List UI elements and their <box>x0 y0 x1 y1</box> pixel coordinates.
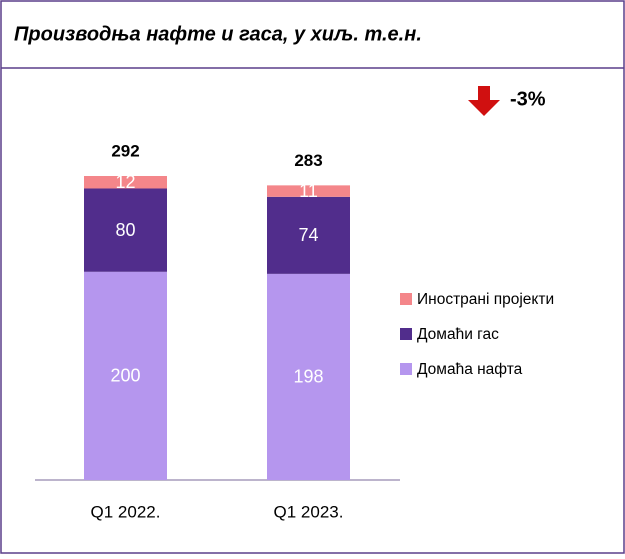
value-label: 200 <box>110 366 140 386</box>
x-tick-label: Q1 2023. <box>274 502 344 521</box>
bar-segment <box>267 273 350 480</box>
annotation: -3% <box>510 88 546 110</box>
legend-label: Домаћи гас <box>417 326 499 343</box>
legend-swatch <box>400 363 412 375</box>
value-label: 11 <box>299 181 318 201</box>
legend-label: Домаћа нафта <box>417 361 523 378</box>
x-tick-label: Q1 2022. <box>91 502 161 521</box>
legend-swatch <box>400 293 412 305</box>
chart-title: Производња нафте и гаса, у хиљ. т.е.н. <box>14 23 422 45</box>
bar-segment <box>84 271 167 480</box>
total-label: 292 <box>111 141 139 160</box>
legend-swatch <box>400 328 412 340</box>
bar-segment <box>84 176 167 189</box>
bar-segment <box>267 185 350 197</box>
value-label: 198 <box>293 367 323 387</box>
bar-segment <box>84 188 167 272</box>
value-label: 80 <box>115 220 135 240</box>
bar-segment <box>267 196 350 274</box>
down-arrow <box>468 86 500 116</box>
total-label: 283 <box>294 151 322 170</box>
value-label: 12 <box>115 172 135 192</box>
legend-label: Иностранi пројекти <box>417 291 554 308</box>
value-label: 74 <box>298 225 318 245</box>
